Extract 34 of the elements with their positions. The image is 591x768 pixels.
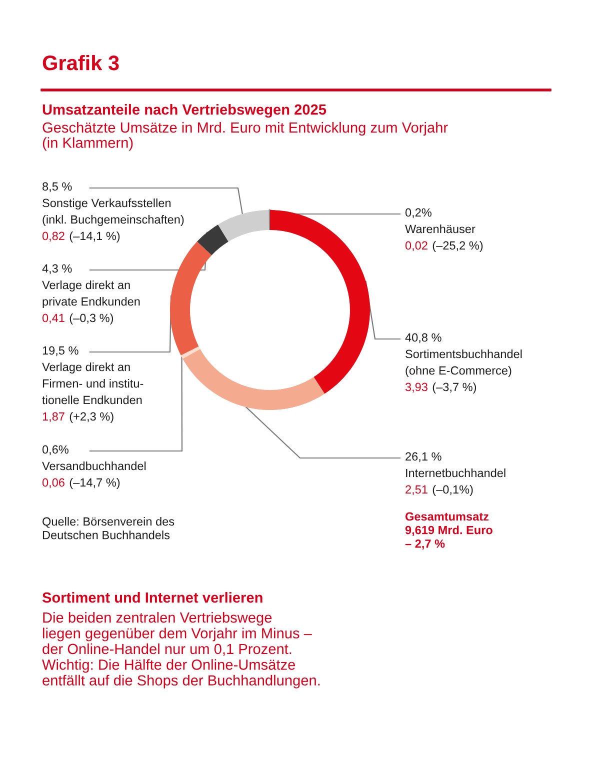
slice-label: Internetbuchhandel: [406, 468, 506, 478]
text: 1,87 (+2,3 %): [42, 412, 114, 423]
donut-slice: [180, 346, 200, 359]
slice-label: Sortimentsbuchhandel (ohne E-Commerce): [406, 350, 522, 377]
chart-subtitle: Umsatzanteile nach Vertriebswegen 2025: [42, 104, 326, 118]
slice-label: Warenhäuser: [405, 224, 476, 234]
donut-slice: [218, 210, 269, 242]
data-label: 26,1 %: [406, 452, 442, 462]
slice-label: Sonstige Verkaufsstellen (inkl. Buchgemeinschaften): [42, 198, 184, 226]
text: Gesamtumsatz 9,619 Mrd. Euro – 2,7 %: [405, 512, 492, 550]
donut-slice: [270, 210, 370, 394]
slice-label: Verlage direkt an private Endkunden: [42, 280, 140, 308]
donut-slice: [170, 242, 212, 356]
text: Sortiment und Internet verlieren: [42, 592, 262, 603]
data-label: 8,5 %: [42, 182, 72, 192]
slice-label: Versandbuchhandel: [42, 462, 146, 470]
text: 2,51 (–0,1%): [406, 485, 473, 496]
source-note: Quelle: Börsenverein des Deutschen Buchhandels: [42, 517, 174, 540]
donut-slice: [182, 348, 325, 410]
text: 0,41 (–0,3 %): [42, 314, 114, 324]
slice-label: Verlage direkt an Firmen- und institu- tionelle Endkunden: [42, 362, 144, 404]
data-label: 40,8 %: [405, 333, 442, 344]
text: 3,93 (–3,7 %): [405, 382, 476, 394]
data-label: 0,2%: [405, 208, 432, 218]
text: 0,02 (–25,2 %): [405, 241, 483, 252]
data-label: 19,5 %: [42, 346, 78, 356]
text: Die beiden zentralen Vertriebswege liegen gegenüber dem Vorjahr im Minus – der Online-Handel nur um 0,1 Prozent. Wichtig: Die Hälfte der Online-Umsätze entfällt auf die Shops der Buchhandlungen.: [42, 612, 320, 688]
donut-slice: [197, 224, 228, 256]
data-label: 0,6%: [42, 445, 68, 456]
text: Geschätzte Umsätze in Mrd. Euro mit Entwicklung zum Vorjahr (in Klammern): [42, 122, 448, 151]
text: 0,82 (–14,1 %): [42, 232, 120, 242]
text: 0,06 (–14,7 %): [42, 478, 120, 489]
chart-title: Grafik 3: [42, 55, 119, 70]
data-label: 4,3 %: [42, 264, 72, 274]
